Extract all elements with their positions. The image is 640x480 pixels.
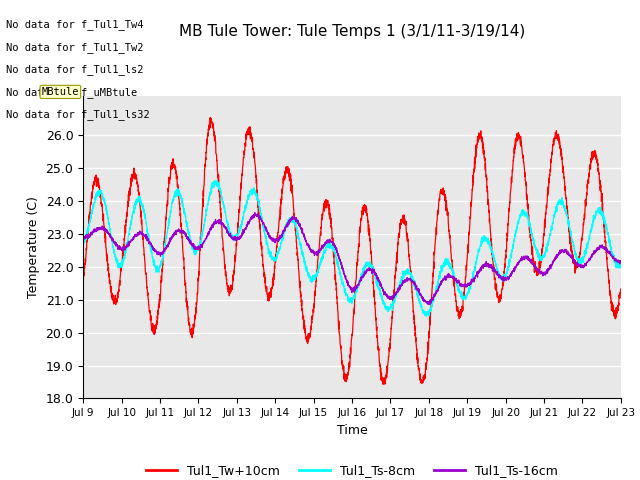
Text: No data for f_Tul1_ls32: No data for f_Tul1_ls32 bbox=[6, 109, 150, 120]
Line: Tul1_Tw+10cm: Tul1_Tw+10cm bbox=[83, 118, 621, 384]
Tul1_Tw+10cm bbox=[309, 312, 317, 318]
Tul1_Ts-8cm bbox=[422, 313, 430, 319]
Tul1_Ts-8cm bbox=[607, 243, 614, 249]
Text: No data for f_Tul1_Tw4: No data for f_Tul1_Tw4 bbox=[6, 19, 144, 30]
Tul1_Ts-8cm bbox=[309, 278, 317, 284]
Tul1_Ts-8cm bbox=[617, 264, 625, 270]
Tul1_Tw+10cm bbox=[141, 254, 148, 260]
Tul1_Ts-8cm bbox=[173, 189, 180, 194]
Text: MB Tule Tower: Tule Temps 1 (3/1/11-3/19/14): MB Tule Tower: Tule Temps 1 (3/1/11-3/19… bbox=[179, 24, 525, 39]
Text: No data for f_Tul1_Tw2: No data for f_Tul1_Tw2 bbox=[6, 42, 144, 53]
X-axis label: Time: Time bbox=[337, 424, 367, 437]
Tul1_Ts-16cm bbox=[549, 258, 557, 264]
Tul1_Ts-16cm bbox=[607, 252, 614, 257]
Tul1_Tw+10cm bbox=[285, 178, 293, 183]
Text: No data for f_Tul1_ls2: No data for f_Tul1_ls2 bbox=[6, 64, 144, 75]
Text: MBtule: MBtule bbox=[42, 87, 79, 97]
Tul1_Ts-8cm bbox=[79, 242, 87, 248]
Tul1_Tw+10cm bbox=[607, 292, 614, 298]
Tul1_Ts-16cm bbox=[425, 301, 433, 307]
Tul1_Tw+10cm bbox=[549, 142, 557, 148]
Tul1_Ts-16cm bbox=[617, 258, 625, 264]
Y-axis label: Temperature (C): Temperature (C) bbox=[27, 196, 40, 298]
Tul1_Ts-16cm bbox=[79, 236, 87, 241]
Tul1_Tw+10cm bbox=[173, 176, 180, 181]
Line: Tul1_Ts-8cm: Tul1_Ts-8cm bbox=[83, 181, 621, 316]
Tul1_Ts-16cm bbox=[141, 233, 148, 239]
Tul1_Tw+10cm bbox=[617, 286, 625, 292]
Tul1_Ts-16cm bbox=[173, 229, 180, 235]
Tul1_Ts-16cm bbox=[285, 217, 293, 223]
Tul1_Ts-16cm bbox=[251, 210, 259, 216]
Tul1_Ts-16cm bbox=[309, 248, 317, 253]
Text: No data for f_uMBtule: No data for f_uMBtule bbox=[6, 87, 138, 98]
Tul1_Ts-8cm bbox=[141, 214, 148, 219]
Tul1_Ts-8cm bbox=[214, 178, 221, 184]
Tul1_Ts-8cm bbox=[549, 220, 557, 226]
Tul1_Ts-8cm bbox=[285, 215, 293, 221]
Tul1_Tw+10cm bbox=[79, 278, 87, 284]
Tul1_Tw+10cm bbox=[380, 382, 387, 387]
Line: Tul1_Ts-16cm: Tul1_Ts-16cm bbox=[83, 213, 621, 304]
Legend: Tul1_Tw+10cm, Tul1_Ts-8cm, Tul1_Ts-16cm: Tul1_Tw+10cm, Tul1_Ts-8cm, Tul1_Ts-16cm bbox=[141, 459, 563, 480]
Tul1_Tw+10cm bbox=[207, 115, 214, 120]
